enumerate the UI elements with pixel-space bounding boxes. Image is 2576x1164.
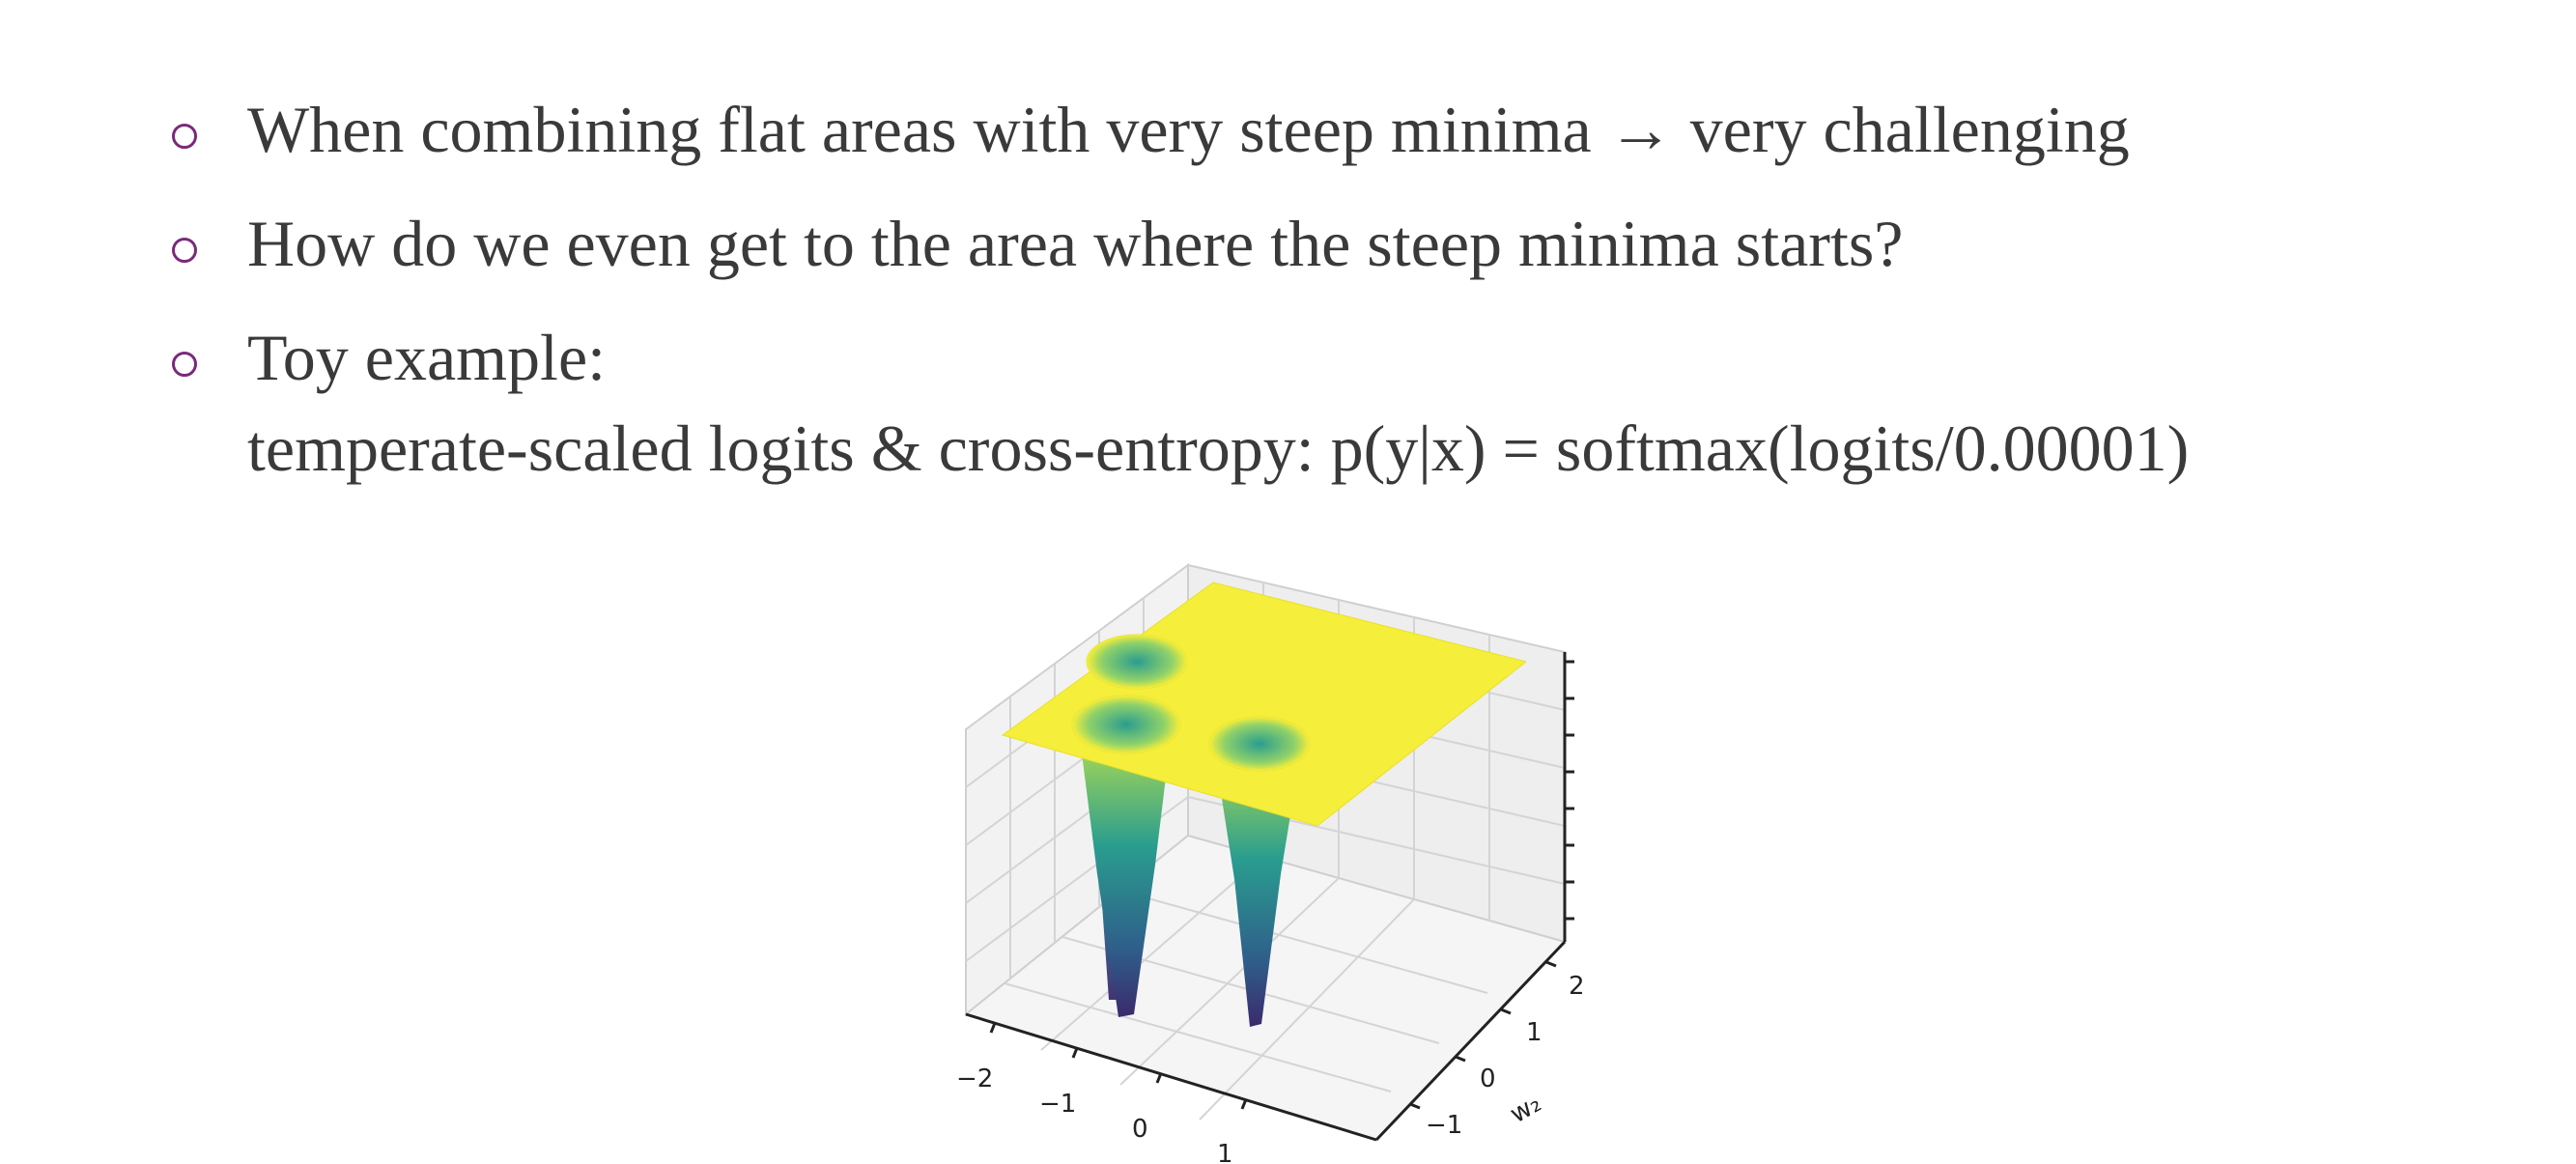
minimum-rim-1 xyxy=(1087,635,1187,689)
y-tick-label: −1 xyxy=(1426,1111,1462,1140)
bullet-text: Toy example: xyxy=(247,321,607,394)
bullet-circle-icon xyxy=(172,238,197,263)
y-tick-label: 2 xyxy=(1569,972,1585,1001)
x-axis-line xyxy=(965,1012,1377,1142)
x-ticks xyxy=(989,1022,1248,1110)
x-tick-label: 1 xyxy=(1217,1140,1233,1164)
minimum-rim-2 xyxy=(1072,696,1180,753)
y-ticks xyxy=(1409,960,1557,1110)
surface-plot: −2 −1 0 1 −1 0 1 2 w₂ xyxy=(927,546,1623,1164)
x-tick-label: 0 xyxy=(1132,1115,1148,1144)
bullet-item: How do we even get to the area where the… xyxy=(172,211,2490,276)
surface-plot-svg: −2 −1 0 1 −1 0 1 2 w₂ xyxy=(956,563,1585,1164)
minimum-cone-left-front xyxy=(1082,753,1169,1017)
bullet-subtext: temperate-scaled logits & cross-entropy:… xyxy=(247,412,2190,485)
minimum-rim-3 xyxy=(1209,717,1310,771)
bullet-circle-icon xyxy=(172,352,197,377)
x-tick-label: −1 xyxy=(1039,1090,1076,1119)
bullet-item: When combining flat areas with very stee… xyxy=(172,97,2490,162)
bullet-list: When combining flat areas with very stee… xyxy=(172,97,2490,529)
bullet-text: When combining flat areas with very stee… xyxy=(247,93,2130,166)
bullet-circle-icon xyxy=(172,124,197,149)
minimum-cone-right xyxy=(1217,768,1298,1027)
x-tick-label: −2 xyxy=(956,1065,993,1093)
y-tick-label: 1 xyxy=(1526,1018,1543,1047)
z-ticks xyxy=(1565,660,1574,921)
y-axis-line xyxy=(1374,940,1567,1142)
bullet-text: How do we even get to the area where the… xyxy=(247,207,1904,280)
bullet-item: Toy example: temperate-scaled logits & c… xyxy=(172,325,2490,481)
y-tick-label: 0 xyxy=(1480,1065,1496,1093)
y-axis-label: w₂ xyxy=(1506,1089,1546,1129)
